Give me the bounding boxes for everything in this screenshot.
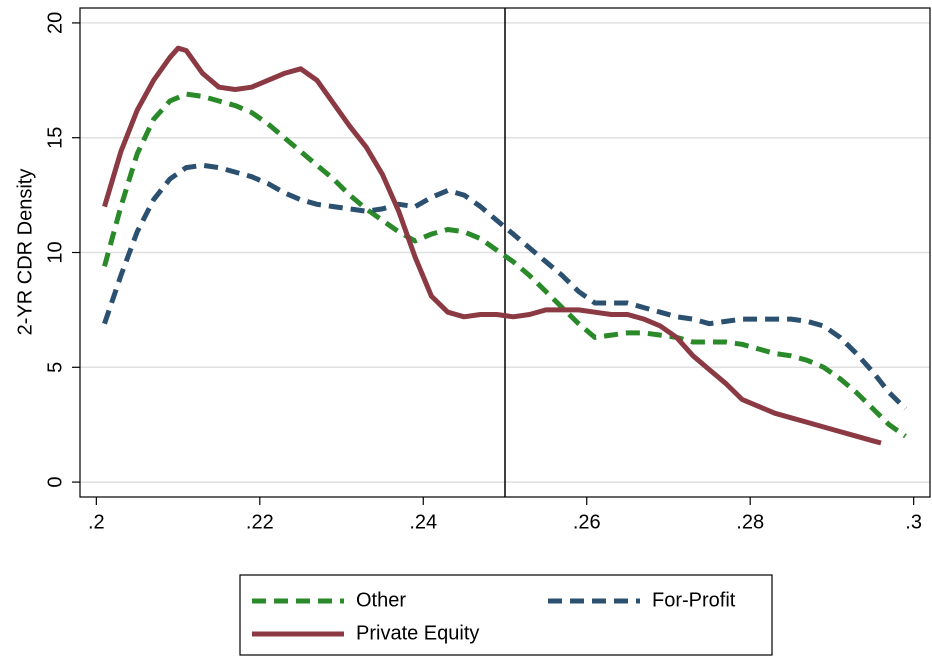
y-tick-label: 20	[44, 12, 66, 34]
y-tick-label: 10	[44, 241, 66, 263]
series-line	[102, 91, 907, 439]
legend-label: For-Profit	[652, 589, 736, 611]
x-tick-label: .22	[246, 511, 274, 533]
x-tick-label: .28	[736, 511, 764, 533]
y-tick-label: 0	[44, 477, 66, 488]
series-line	[102, 162, 908, 411]
x-tick-label: .26	[573, 511, 601, 533]
y-tick-label: 15	[44, 127, 66, 149]
y-axis-label: 2-YR CDR Density	[14, 169, 36, 336]
series-line	[102, 45, 882, 446]
legend-label: Private Equity	[356, 622, 479, 644]
x-tick-label: .3	[905, 511, 922, 533]
y-tick-label: 5	[44, 362, 66, 373]
legend-box	[239, 574, 773, 656]
x-tick-label: .24	[409, 511, 437, 533]
legend-label: Other	[356, 589, 406, 611]
x-tick-label: .2	[88, 511, 105, 533]
